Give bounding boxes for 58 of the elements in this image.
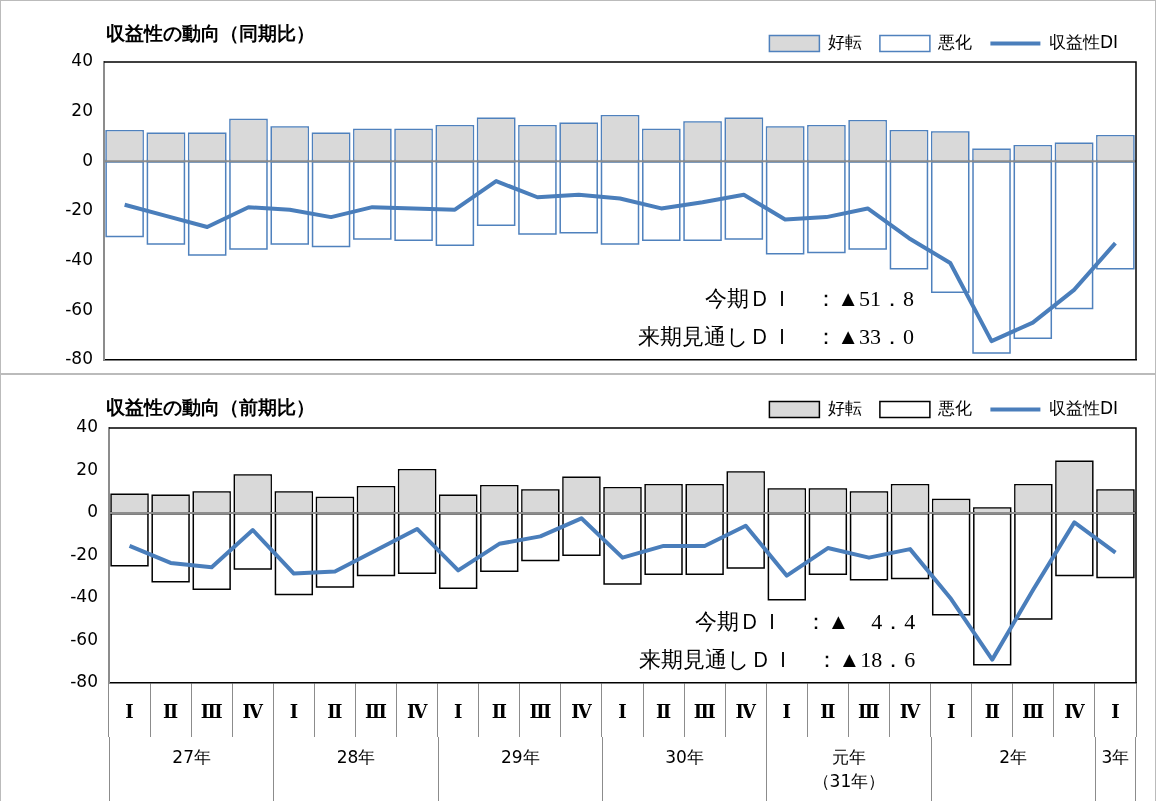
- x-tick-label: Ⅲ: [365, 701, 388, 722]
- x-tick-label: Ⅲ: [858, 701, 881, 722]
- text: 27年: [172, 746, 211, 769]
- x-tick-label: Ⅰ: [289, 701, 299, 722]
- y-tick-label: 40: [76, 416, 98, 437]
- legend-label: 収益性DI: [1048, 31, 1119, 52]
- y-tick-label: -40: [65, 248, 93, 269]
- x-tick-label: Ⅳ: [735, 701, 757, 722]
- x-tick-label: Ⅳ: [406, 701, 428, 722]
- x-tick-label: Ⅳ: [899, 701, 921, 722]
- annotation: 今期ＤＩ ：▲51．8: [705, 285, 915, 311]
- legend-label: 悪化: [937, 397, 973, 418]
- text: 3年: [1101, 746, 1130, 769]
- x-tick-label: Ⅰ: [782, 701, 792, 722]
- x-tick-label: Ⅳ: [242, 701, 264, 722]
- x-tick-label: Ⅱ: [655, 701, 672, 722]
- chart-title: 収益性の動向（同期比）: [106, 21, 315, 46]
- x-tick-label: Ⅱ: [820, 701, 836, 722]
- y-tick-label: -60: [65, 298, 93, 319]
- y-tick-label: -20: [70, 543, 98, 564]
- y-tick-label: 0: [82, 149, 93, 170]
- text: 元年（31年）: [811, 746, 887, 793]
- chart-title: 収益性の動向（前期比）: [106, 395, 315, 420]
- y-tick-label: -60: [70, 628, 98, 649]
- y-tick-label: 0: [87, 501, 98, 522]
- y-tick-label: -80: [70, 671, 98, 692]
- x-tick-label: Ⅰ: [946, 701, 956, 722]
- text: 2年: [999, 746, 1028, 769]
- legend-label: 好転: [827, 31, 862, 52]
- x-tick-label: Ⅰ: [453, 701, 463, 722]
- y-tick-label: -20: [65, 199, 93, 220]
- x-tick-label: Ⅲ: [1022, 701, 1045, 722]
- x-tick-label: Ⅳ: [1064, 701, 1086, 722]
- x-tick-label: Ⅰ: [1111, 701, 1120, 722]
- x-tick-label: Ⅲ: [529, 701, 552, 722]
- y-tick-label: 20: [71, 100, 93, 121]
- x-tick-label: Ⅰ: [125, 701, 134, 722]
- x-tick-label: Ⅰ: [618, 701, 627, 722]
- legend-label: 収益性DI: [1048, 397, 1119, 418]
- y-tick-label: 40: [71, 50, 93, 71]
- x-tick-label: Ⅱ: [491, 701, 507, 722]
- x-tick-label: Ⅲ: [693, 701, 716, 722]
- annotation: 来期見通しＤＩ ：▲33．0: [638, 323, 915, 349]
- x-tick-label: Ⅳ: [571, 701, 593, 722]
- annotation: 今期ＤＩ ：▲ 4．4: [695, 608, 916, 634]
- annotation: 来期見通しＤＩ ：▲18．6: [639, 646, 916, 672]
- text: 30年: [665, 746, 704, 769]
- x-tick-label: Ⅲ: [200, 701, 223, 722]
- y-tick-label: 20: [76, 458, 98, 479]
- legend-label: 好転: [827, 397, 862, 418]
- legend-label: 悪化: [937, 31, 973, 52]
- y-tick-label: -40: [70, 586, 98, 607]
- x-tick-label: Ⅱ: [327, 701, 343, 722]
- text: 28年: [336, 746, 376, 769]
- x-tick-label: Ⅱ: [163, 701, 179, 722]
- y-tick-label: -80: [65, 348, 93, 369]
- x-tick-label: Ⅱ: [984, 701, 1000, 722]
- text: 29年: [500, 746, 540, 769]
